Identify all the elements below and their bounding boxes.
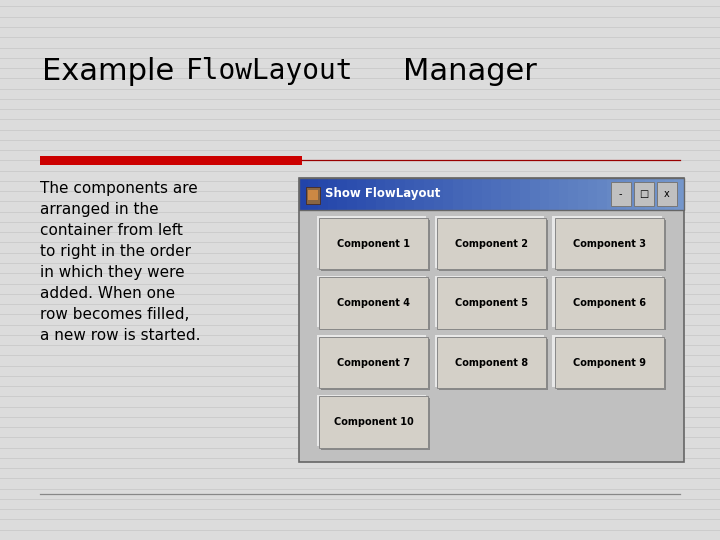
Bar (616, 178, 627, 210)
Bar (607, 178, 617, 210)
Text: Component 1: Component 1 (337, 239, 410, 248)
Bar (439, 279, 548, 330)
Text: -: - (619, 189, 622, 199)
Bar (462, 178, 473, 210)
Bar (435, 335, 544, 387)
Bar (439, 339, 548, 390)
Bar (385, 178, 396, 210)
Bar (437, 278, 546, 329)
Bar (491, 178, 502, 210)
Text: Component 7: Component 7 (337, 357, 410, 368)
Bar (319, 218, 428, 269)
Text: Component 2: Component 2 (455, 239, 528, 248)
Bar (444, 178, 454, 210)
Bar (530, 178, 540, 210)
Bar (317, 335, 426, 387)
Bar (306, 187, 320, 204)
Text: Component 3: Component 3 (572, 239, 646, 248)
Text: Component 8: Component 8 (455, 357, 528, 368)
Bar (317, 276, 426, 327)
Bar (655, 178, 665, 210)
Bar (415, 178, 425, 210)
Bar (552, 217, 662, 268)
Bar (554, 337, 664, 388)
Bar (317, 395, 426, 446)
Text: □: □ (639, 189, 648, 199)
Bar (321, 339, 431, 390)
Bar (435, 217, 544, 268)
Bar (299, 178, 684, 462)
Bar (299, 178, 309, 210)
Bar (321, 398, 431, 449)
Bar (665, 178, 675, 210)
Bar (40, 156, 302, 165)
Bar (552, 276, 662, 327)
Bar (317, 217, 426, 268)
Bar (328, 178, 338, 210)
Bar (435, 276, 544, 327)
Bar (437, 218, 546, 269)
Bar (299, 178, 684, 210)
Bar (557, 339, 666, 390)
Bar (319, 396, 428, 448)
Bar (557, 279, 666, 330)
Bar (578, 178, 588, 210)
Bar (611, 182, 631, 206)
Bar (569, 178, 579, 210)
Bar (588, 178, 598, 210)
Bar (318, 178, 328, 210)
Bar (552, 335, 662, 387)
Bar (356, 178, 367, 210)
Bar (376, 178, 386, 210)
Bar (539, 178, 550, 210)
Text: Example: Example (42, 57, 174, 86)
Text: Component 4: Component 4 (337, 298, 410, 308)
Bar (634, 182, 654, 206)
Text: Component 10: Component 10 (333, 417, 413, 427)
Text: Component 6: Component 6 (572, 298, 646, 308)
Bar (675, 178, 685, 210)
Bar (646, 178, 656, 210)
Bar (559, 178, 569, 210)
Bar (395, 178, 405, 210)
Bar (433, 178, 444, 210)
Bar (319, 278, 428, 329)
Bar (554, 278, 664, 329)
Bar (598, 178, 608, 210)
Bar (482, 178, 492, 210)
Bar (424, 178, 434, 210)
Bar (337, 178, 348, 210)
Bar (366, 178, 377, 210)
Text: Manager: Manager (403, 57, 537, 86)
Bar (510, 178, 521, 210)
Bar (319, 337, 428, 388)
Bar (453, 178, 463, 210)
Bar (472, 178, 482, 210)
Text: Component 9: Component 9 (572, 357, 646, 368)
Bar (549, 178, 559, 210)
Bar (405, 178, 415, 210)
Bar (626, 178, 636, 210)
Bar (521, 178, 531, 210)
Bar (347, 178, 357, 210)
Bar (554, 218, 664, 269)
Text: x: x (664, 189, 670, 199)
Bar (657, 182, 677, 206)
Text: Component 5: Component 5 (455, 298, 528, 308)
Text: The components are
arranged in the
container from left
to right in the order
in : The components are arranged in the conta… (40, 181, 200, 343)
Bar (437, 337, 546, 388)
Bar (439, 219, 548, 271)
Bar (636, 178, 647, 210)
Bar (308, 178, 319, 210)
Text: Show FlowLayout: Show FlowLayout (325, 187, 441, 200)
Text: FlowLayout: FlowLayout (186, 57, 354, 85)
Bar (308, 190, 318, 200)
Bar (557, 219, 666, 271)
Bar (321, 279, 431, 330)
Bar (321, 219, 431, 271)
Bar (501, 178, 511, 210)
